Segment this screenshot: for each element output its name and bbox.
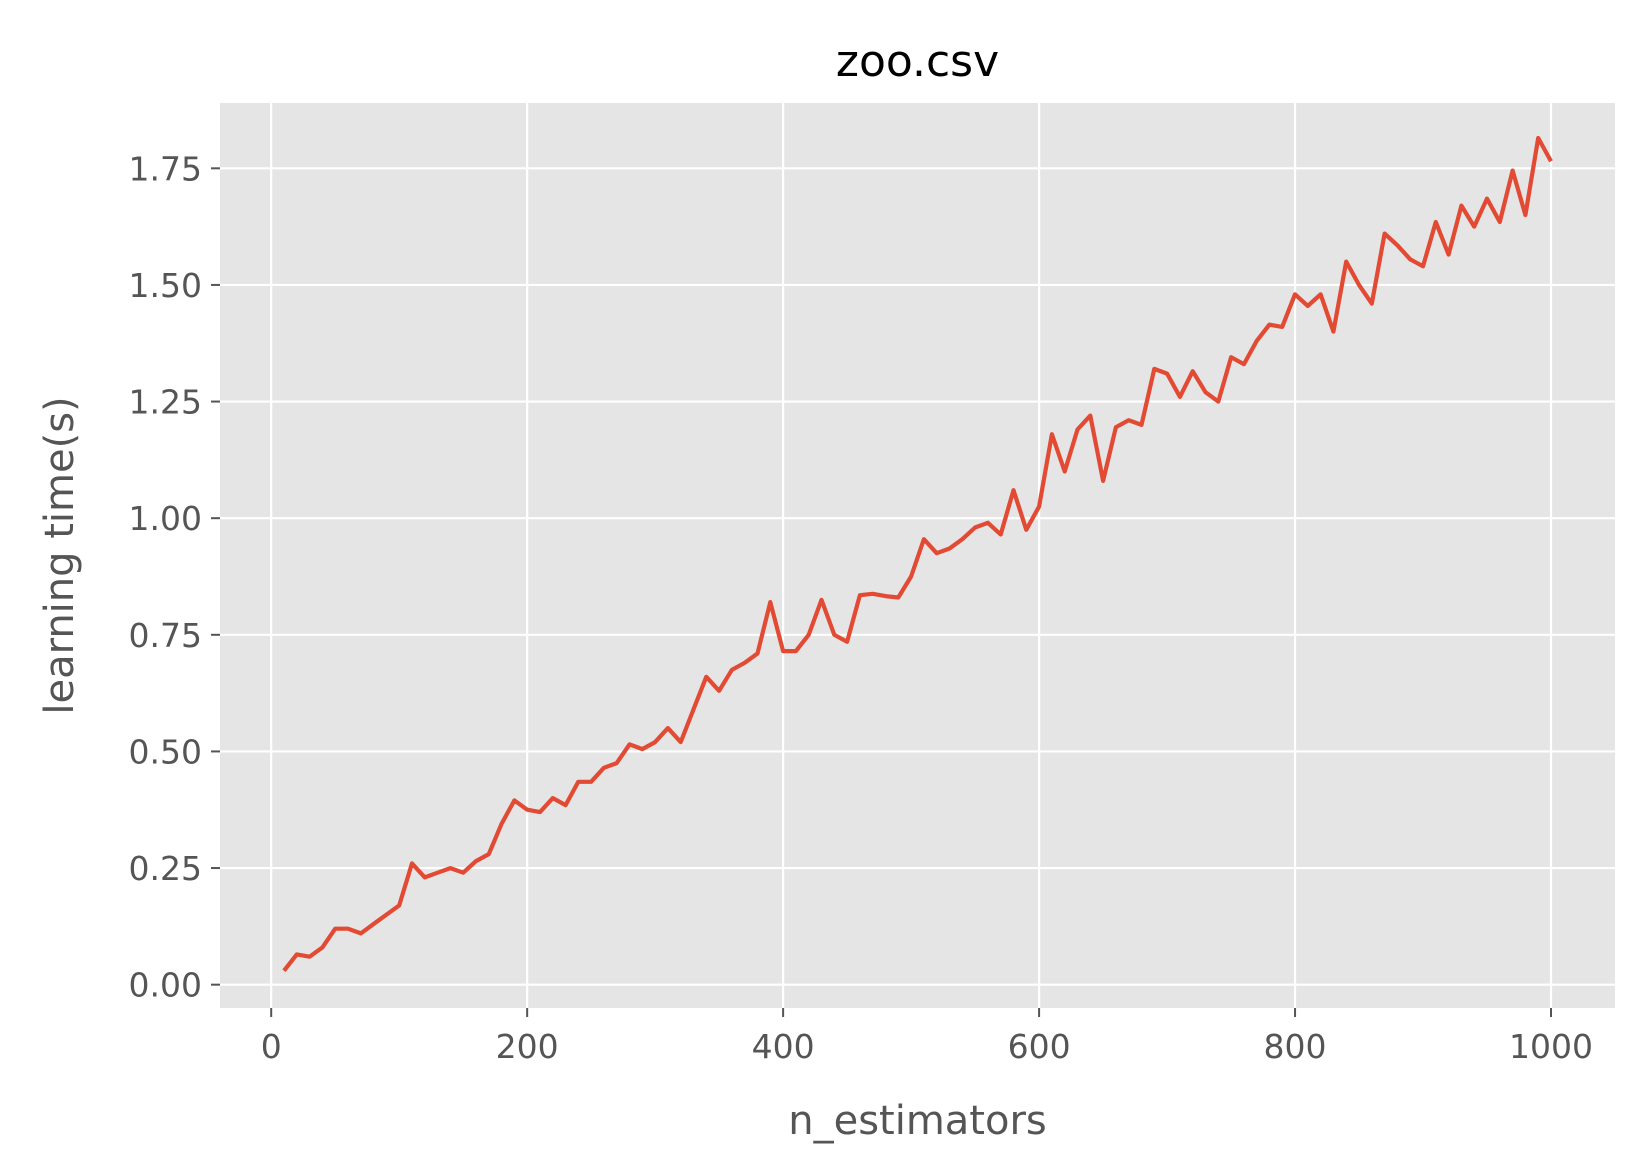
x-tick-label: 0 [261,1027,282,1066]
y-tick-label: 0.00 [129,966,202,1005]
y-tick-label: 0.75 [129,616,202,655]
y-tick-label: 1.50 [129,266,202,305]
chart-title: zoo.csv [836,36,999,87]
y-tick-label: 1.25 [129,383,202,422]
series-line [282,135,1553,972]
y-axis-label: learning time(s) [37,396,83,714]
x-tick-label: 200 [496,1027,559,1066]
axis-ticks: 0 200 400 600 800 1000 0.00 0.25 0.50 0.75 1.00 1.2… [129,149,1593,1066]
series-group [282,135,1553,972]
y-tick-label: 1.75 [129,149,202,188]
y-tick-label: 0.50 [129,732,202,771]
x-tick-label: 800 [1264,1027,1327,1066]
x-axis-label: n_estimators [788,1098,1047,1144]
x-tick-label: 600 [1008,1027,1071,1066]
x-tick-label: 1000 [1509,1027,1593,1066]
x-tick-label: 400 [752,1027,815,1066]
y-tick-label: 1.00 [129,499,202,538]
y-tick-label: 0.25 [129,849,202,888]
